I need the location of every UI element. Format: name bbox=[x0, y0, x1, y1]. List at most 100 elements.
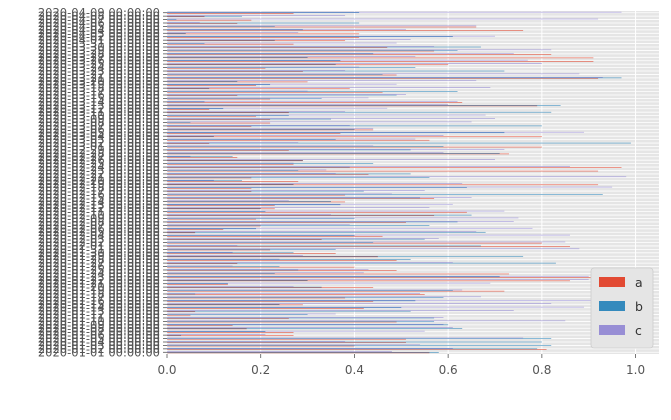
bar-c bbox=[167, 234, 570, 236]
bar-b bbox=[167, 201, 331, 202]
y-tick-label: 2020-01-04 00:00:00 bbox=[38, 335, 160, 349]
bar-c bbox=[167, 210, 505, 212]
bar-a bbox=[167, 33, 360, 35]
bar-a bbox=[167, 191, 252, 192]
y-tick-label: 2020-03-30 00:00:00 bbox=[38, 40, 160, 54]
y-tick-label: 2020-01-10 00:00:00 bbox=[38, 314, 160, 328]
bar-a bbox=[167, 122, 271, 124]
x-tick-label: 0.0 bbox=[157, 363, 176, 377]
bar-a bbox=[167, 331, 294, 333]
y-tick-label: 2020-01-03 00:00:00 bbox=[38, 338, 160, 352]
bar-c bbox=[167, 166, 570, 167]
bar-b bbox=[167, 324, 449, 326]
bar-a bbox=[167, 105, 538, 107]
bar-b bbox=[167, 338, 552, 339]
y-tick-label: 2020-03-07 00:00:00 bbox=[38, 119, 160, 133]
y-tick-label: 2020-02-15 00:00:00 bbox=[38, 191, 160, 205]
bar-c bbox=[167, 303, 552, 304]
bar-a bbox=[167, 345, 355, 347]
bar-c bbox=[167, 114, 486, 116]
bar-b bbox=[167, 331, 266, 332]
bar-b bbox=[167, 84, 271, 86]
y-tick-label: 2020-03-11 00:00:00 bbox=[38, 105, 160, 119]
y-tick-label: 2020-03-10 00:00:00 bbox=[38, 109, 160, 123]
bar-c bbox=[167, 66, 360, 68]
bar-c bbox=[167, 217, 519, 219]
bar-a bbox=[167, 177, 252, 179]
bar-c bbox=[167, 347, 453, 349]
y-tick-label: 2020-02-03 00:00:00 bbox=[38, 232, 160, 246]
bar-a bbox=[167, 218, 257, 220]
bar-c bbox=[167, 125, 350, 126]
bar-b bbox=[167, 74, 383, 75]
bar-a bbox=[167, 211, 467, 213]
bar-a bbox=[167, 174, 369, 175]
y-tick-label: 2020-02-17 00:00:00 bbox=[38, 184, 160, 198]
bar-a bbox=[167, 150, 289, 151]
bar-b bbox=[167, 87, 210, 89]
bar-c bbox=[167, 176, 627, 178]
bar-b bbox=[167, 132, 505, 134]
bar-a bbox=[167, 57, 594, 59]
bar-a bbox=[167, 297, 346, 299]
bar-a bbox=[167, 98, 271, 100]
bar-b bbox=[167, 183, 294, 185]
bar-a bbox=[167, 88, 350, 90]
bar-c bbox=[167, 275, 589, 277]
x-tick-label: 0.6 bbox=[439, 363, 458, 377]
bar-c bbox=[167, 107, 388, 109]
y-tick-label: 2020-02-12 00:00:00 bbox=[38, 201, 160, 215]
bar-c bbox=[167, 190, 425, 191]
y-tick-label: 2020-01-30 00:00:00 bbox=[38, 246, 160, 260]
bar-a bbox=[167, 314, 191, 316]
bar-b bbox=[167, 135, 214, 137]
bar-c bbox=[167, 227, 533, 229]
y-tick-label: 2020-01-05 00:00:00 bbox=[38, 332, 160, 346]
y-tick-label: 2020-02-18 00:00:00 bbox=[38, 181, 160, 195]
bar-b bbox=[167, 53, 374, 55]
bar-b bbox=[167, 153, 500, 154]
bar-b bbox=[167, 283, 228, 284]
bar-a bbox=[167, 280, 570, 282]
bar-a bbox=[167, 215, 435, 216]
bar-c bbox=[167, 11, 622, 13]
bar-b bbox=[167, 163, 374, 164]
bar-b bbox=[167, 111, 552, 113]
bar-b bbox=[167, 46, 481, 48]
bar-a bbox=[167, 71, 303, 72]
bar-c bbox=[167, 258, 280, 260]
bar-b bbox=[167, 166, 350, 168]
bar-a bbox=[167, 184, 599, 186]
y-tick-label: 2020-02-05 00:00:00 bbox=[38, 225, 160, 239]
bar-b bbox=[167, 310, 411, 312]
bar-c bbox=[167, 214, 331, 215]
bar-c bbox=[167, 42, 397, 44]
y-tick-label: 2020-04-07 00:00:00 bbox=[38, 13, 160, 27]
y-tick-label: 2020-01-21 00:00:00 bbox=[38, 277, 160, 291]
y-tick-label: 2020-04-04 00:00:00 bbox=[38, 23, 160, 37]
bar-c bbox=[167, 299, 603, 301]
bar-a bbox=[167, 157, 238, 158]
y-tick-label: 2020-02-28 00:00:00 bbox=[38, 146, 160, 160]
bar-c bbox=[167, 104, 449, 106]
bar-c bbox=[167, 29, 406, 30]
bar-c bbox=[167, 245, 238, 246]
bar-b bbox=[167, 221, 458, 223]
bar-c bbox=[167, 169, 327, 171]
y-tick-label: 2020-01-16 00:00:00 bbox=[38, 294, 160, 308]
bar-c bbox=[167, 193, 392, 195]
bar-c bbox=[167, 203, 453, 205]
legend-swatch-b bbox=[599, 301, 625, 311]
legend-swatch-c bbox=[599, 325, 625, 335]
bar-a bbox=[167, 283, 228, 285]
y-tick-label: 2020-03-06 00:00:00 bbox=[38, 122, 160, 136]
bar-b bbox=[167, 307, 402, 308]
bar-a bbox=[167, 119, 271, 120]
y-tick-label: 2020-02-04 00:00:00 bbox=[38, 229, 160, 243]
bar-c bbox=[167, 265, 233, 267]
bar-a bbox=[167, 270, 397, 271]
bar-c bbox=[167, 77, 603, 78]
bar-a bbox=[167, 232, 196, 234]
bar-c bbox=[167, 224, 350, 226]
bar-a bbox=[167, 153, 510, 155]
